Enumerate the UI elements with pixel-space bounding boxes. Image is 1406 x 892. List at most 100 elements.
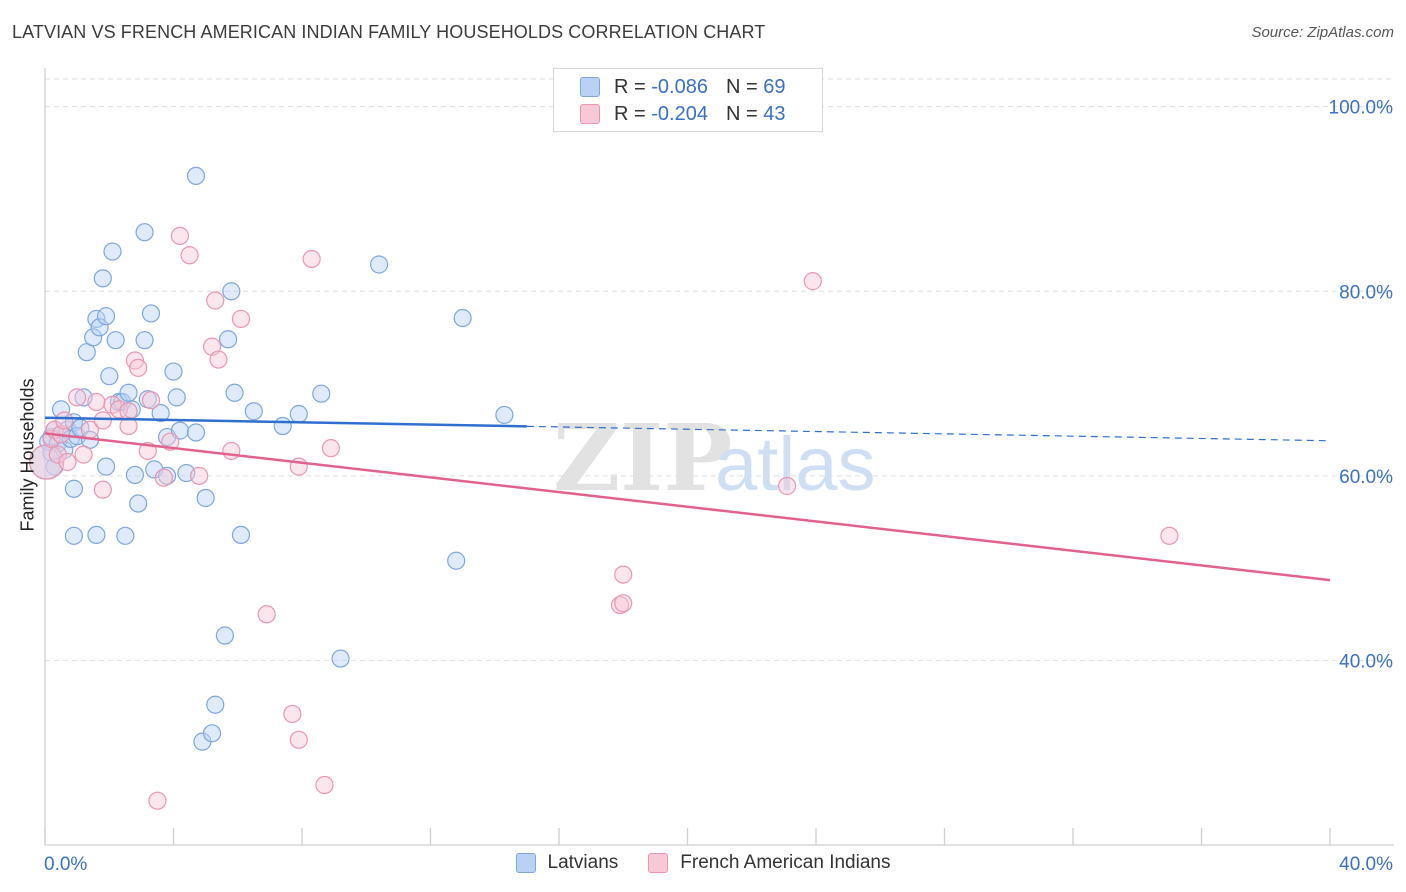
- latvians-point: [186, 166, 206, 186]
- latvians-point: [119, 383, 138, 402]
- french-point: [614, 565, 633, 584]
- latvians-point: [331, 649, 350, 668]
- series-label-french: French American Indians: [680, 852, 891, 873]
- french-point: [119, 416, 138, 436]
- latvians-point: [103, 242, 122, 261]
- latvians-point: [453, 308, 472, 328]
- french-point: [170, 226, 190, 245]
- latvians-point: [106, 331, 125, 350]
- french-point: [321, 439, 341, 458]
- latvians-trend-line: [44, 416, 527, 428]
- latvians-point: [129, 494, 148, 513]
- y-axis-label: Family Households: [17, 378, 38, 532]
- latvians-point: [87, 525, 106, 545]
- legend-row-latvians: R = -0.086 N = 69: [580, 74, 785, 100]
- french-point: [289, 730, 308, 749]
- latvians-point: [495, 405, 514, 425]
- latvians-point: [312, 384, 331, 403]
- series-label-latvians: Latvians: [547, 852, 619, 873]
- french-point: [87, 392, 106, 412]
- y-tick-labels: 100.0% 80.0% 60.0% 40.0%: [1329, 98, 1394, 673]
- latvians-point: [151, 403, 170, 423]
- french-point: [231, 309, 251, 329]
- legend-r-value: -0.204: [651, 102, 708, 125]
- latvians-point: [289, 404, 308, 424]
- latvians-point: [196, 488, 215, 508]
- french-point: [777, 476, 797, 496]
- latvians-trend-line-extended: [526, 425, 1331, 442]
- french-point: [93, 411, 112, 430]
- latvians-point: [273, 416, 292, 436]
- french-point: [141, 391, 161, 410]
- french-point: [190, 466, 209, 485]
- source-label: Source: ZipAtlas.com: [1251, 24, 1394, 41]
- latvians-point: [206, 695, 225, 714]
- legend-swatch-latvians: [580, 77, 600, 97]
- latvians-point: [202, 724, 222, 743]
- watermark-zip: ZIP: [553, 404, 732, 512]
- latvians-point: [219, 330, 238, 349]
- french-point: [180, 246, 199, 265]
- french-point: [58, 452, 77, 472]
- x-tick-labels: 0.0% 40.0%: [44, 854, 1393, 875]
- legend-n-value: 43: [763, 102, 786, 125]
- axes: [44, 68, 1394, 846]
- french-point: [93, 480, 112, 499]
- french-point: [257, 605, 276, 624]
- french-point: [803, 272, 822, 291]
- y-tick-label-0: 100.0%: [1329, 98, 1394, 119]
- series-legend-french[interactable]: French American Indians: [648, 852, 890, 874]
- latvians-point: [125, 465, 145, 485]
- latvians-point: [93, 269, 112, 288]
- latvians-point: [447, 551, 466, 570]
- grid-lines: [45, 78, 1394, 661]
- french-point: [206, 291, 225, 310]
- latvians-point: [96, 457, 116, 476]
- series-swatch-latvians: [515, 853, 536, 873]
- french-point: [68, 388, 87, 407]
- latvians-point: [186, 423, 206, 442]
- y-tick-label-2: 60.0%: [1339, 467, 1393, 488]
- latvians-point: [231, 525, 251, 545]
- latvians-point: [100, 367, 119, 386]
- y-tick-label-3: 40.0%: [1339, 651, 1393, 672]
- french-point: [222, 441, 241, 461]
- latvians-point: [167, 388, 186, 407]
- french-point: [1160, 526, 1179, 545]
- french-american-indians-points: [29, 226, 1179, 810]
- french-point: [283, 704, 302, 724]
- legend-n-value: 69: [763, 75, 786, 98]
- trend-lines: [44, 416, 1331, 582]
- french-point: [48, 445, 67, 464]
- latvians-points: [29, 166, 514, 751]
- french-point: [29, 444, 65, 480]
- french-point: [154, 468, 173, 487]
- latvians-point: [222, 282, 241, 301]
- french-point: [129, 358, 148, 377]
- latvians-point: [64, 479, 84, 498]
- series-legend-latvians[interactable]: Latvians: [515, 852, 619, 874]
- latvians-point: [244, 402, 263, 421]
- correlation-legend: R = -0.086 N = 69 R = -0.204 N = 43: [553, 68, 823, 132]
- french-point: [302, 249, 321, 269]
- latvians-point: [84, 328, 103, 347]
- latvians-point: [135, 331, 154, 350]
- legend-row-french: R = -0.204 N = 43: [580, 101, 785, 127]
- french-point: [161, 432, 180, 451]
- watermark-atlas: atlas: [715, 422, 876, 507]
- legend-n-label: N =: [725, 102, 764, 125]
- series-swatch-french: [648, 853, 669, 873]
- latvians-point: [90, 318, 109, 337]
- french-trend-line: [44, 432, 1331, 582]
- series-legend: Latvians French American Indians: [0, 852, 1406, 874]
- french-point: [315, 775, 334, 795]
- latvians-point: [135, 223, 154, 242]
- x-tick-label-0: 0.0%: [44, 854, 87, 875]
- french-point: [614, 594, 633, 613]
- french-point: [610, 595, 630, 615]
- legend-n-label: N =: [725, 75, 764, 98]
- french-point: [209, 350, 228, 369]
- french-point: [74, 445, 93, 464]
- latvians-point: [370, 255, 389, 274]
